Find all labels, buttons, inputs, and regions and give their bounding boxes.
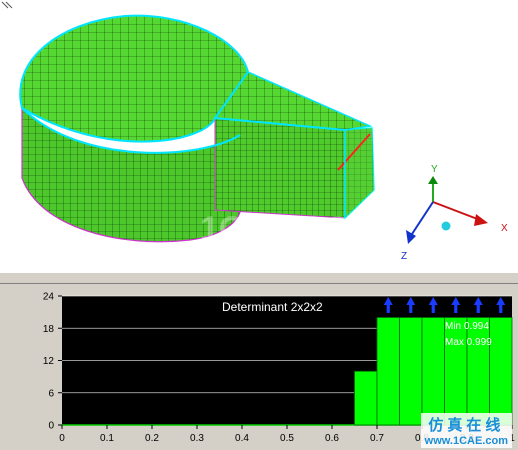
histogram-title: Determinant 2x2x2 bbox=[222, 300, 323, 314]
histogram-bar bbox=[466, 317, 490, 426]
y-axis-arrow-icon bbox=[428, 176, 438, 184]
histogram-bar bbox=[376, 317, 400, 426]
x-tick-label: 0.2 bbox=[145, 433, 159, 444]
x-tick-label: 0.4 bbox=[235, 433, 249, 444]
histogram-bar bbox=[489, 317, 513, 426]
axis-triad[interactable]: Y X Z bbox=[401, 164, 508, 262]
min-label: Min 0.994 bbox=[445, 321, 489, 332]
clipped-up-arrow-icon bbox=[386, 304, 390, 313]
clipped-up-arrow-icon bbox=[428, 297, 438, 305]
volute-top-face bbox=[19, 14, 250, 143]
y-tick-label: 18 bbox=[43, 324, 55, 335]
x-tick-label: 0.5 bbox=[280, 433, 294, 444]
x-tick-label: 0.6 bbox=[325, 433, 339, 444]
x-tick-label: 0.3 bbox=[190, 433, 204, 444]
y-axis-label: Y bbox=[431, 164, 438, 175]
clipped-up-arrow-icon bbox=[473, 297, 483, 305]
site-watermark-line1: 仿真在线 bbox=[428, 416, 505, 434]
clipped-arrows-layer bbox=[383, 297, 506, 313]
y-tick-label: 6 bbox=[48, 388, 54, 399]
z-axis-arrow-icon bbox=[406, 230, 416, 244]
viewport-watermark: 1CAE.COM bbox=[200, 210, 379, 248]
clipped-up-arrow-icon bbox=[499, 304, 503, 313]
clipped-up-arrow-icon bbox=[476, 304, 480, 313]
clipped-up-arrow-icon bbox=[431, 304, 435, 313]
y-tick-label: 12 bbox=[43, 356, 55, 367]
clipped-up-arrow-icon bbox=[451, 297, 461, 305]
x-tick-label: 0.7 bbox=[370, 433, 384, 444]
x-tick-label: 1 bbox=[509, 433, 515, 444]
mesh-viewport[interactable]: 1CAE.COM Y X Z bbox=[0, 0, 518, 270]
z-axis-label: Z bbox=[401, 251, 407, 262]
outlet-side-face bbox=[214, 117, 346, 219]
x-tick-label: 0.1 bbox=[100, 433, 114, 444]
clipped-up-arrow-icon bbox=[383, 297, 393, 305]
y-tick-label: 24 bbox=[43, 292, 55, 303]
x-tick-label: 0 bbox=[59, 433, 65, 444]
x-axis-label: X bbox=[501, 223, 508, 234]
site-watermark: 仿真在线 www.1CAE.com bbox=[420, 413, 512, 448]
bars-layer bbox=[354, 317, 513, 426]
x-axis-arrow-icon bbox=[474, 214, 488, 226]
clipped-up-arrow-icon bbox=[496, 297, 506, 305]
max-label: Max 0.999 bbox=[445, 337, 492, 348]
histogram-bar bbox=[444, 317, 468, 426]
histogram-bar bbox=[421, 317, 445, 426]
origin-sphere-icon bbox=[441, 221, 451, 231]
corner-axis-icon bbox=[1, 1, 13, 9]
clipped-up-arrow-icon bbox=[454, 304, 458, 313]
histogram-bar bbox=[399, 317, 423, 426]
histogram-bar bbox=[354, 370, 378, 426]
site-watermark-line2: www.1CAE.com bbox=[424, 435, 508, 447]
panel-splitter[interactable] bbox=[0, 272, 518, 284]
clipped-up-arrow-icon bbox=[406, 297, 416, 305]
clipped-up-arrow-icon bbox=[409, 304, 413, 313]
y-tick-label: 0 bbox=[48, 421, 54, 432]
y-axis-ticks: 0 6 12 18 24 bbox=[43, 292, 62, 432]
mesh-model-graphic: 1CAE.COM Y X Z bbox=[1, 1, 508, 262]
